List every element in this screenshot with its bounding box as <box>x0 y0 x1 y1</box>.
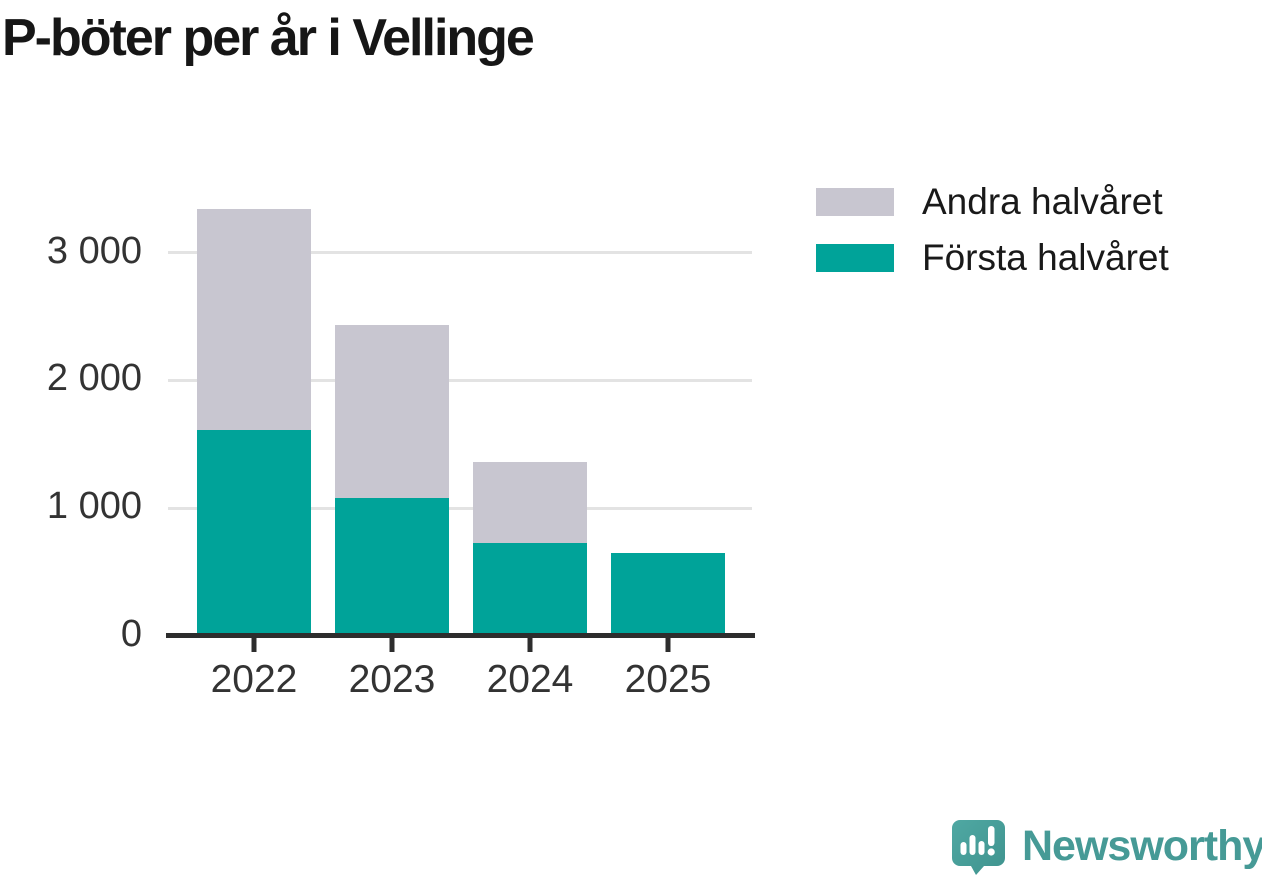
x-tick-2023 <box>389 638 395 652</box>
y-tick-label: 2 000 <box>46 357 142 400</box>
x-axis-line <box>166 633 755 638</box>
gridline-3000 <box>168 251 752 255</box>
y-tick-label: 1 000 <box>46 484 142 527</box>
bar-segment-forsta-2025 <box>611 552 725 636</box>
x-tick-label-2022: 2022 <box>210 658 298 701</box>
bar-segment-andra-2022 <box>197 209 311 431</box>
y-tick-label: 3 000 <box>46 229 142 272</box>
chart-title: P-böter per år i Vellinge <box>2 9 535 67</box>
gridline-2000 <box>168 378 752 382</box>
gridline-1000 <box>168 506 752 510</box>
bar-segment-forsta-2022 <box>197 430 311 636</box>
legend-label: Första halvåret <box>922 237 1169 278</box>
legend-item-andra-halvaret: Andra halvåret <box>816 181 1169 222</box>
bar-segment-forsta-2024 <box>473 542 587 636</box>
newsworthy-logo: Newsworthy <box>950 818 1262 875</box>
x-tick-2024 <box>527 638 533 652</box>
y-tick-label: 0 <box>120 612 142 655</box>
bar-segment-andra-2024 <box>473 462 587 543</box>
legend-swatch-forsta-halvaret <box>816 244 894 272</box>
x-tick-label-2024: 2024 <box>486 658 574 701</box>
legend: Andra halvåret Första halvåret <box>816 181 1169 300</box>
legend-swatch-andra-halvaret <box>816 188 894 216</box>
x-tick-2022 <box>251 638 257 652</box>
bar-segment-forsta-2023 <box>335 497 449 636</box>
x-tick-2025 <box>665 638 671 652</box>
legend-item-forsta-halvaret: Första halvåret <box>816 237 1169 278</box>
newsworthy-logo-icon <box>952 820 1005 875</box>
bar-segment-andra-2023 <box>335 325 449 498</box>
legend-label: Andra halvåret <box>922 181 1163 222</box>
x-tick-label-2025: 2025 <box>624 658 712 701</box>
x-tick-label-2023: 2023 <box>348 658 436 701</box>
newsworthy-wordmark: Newsworthy <box>1022 822 1262 870</box>
